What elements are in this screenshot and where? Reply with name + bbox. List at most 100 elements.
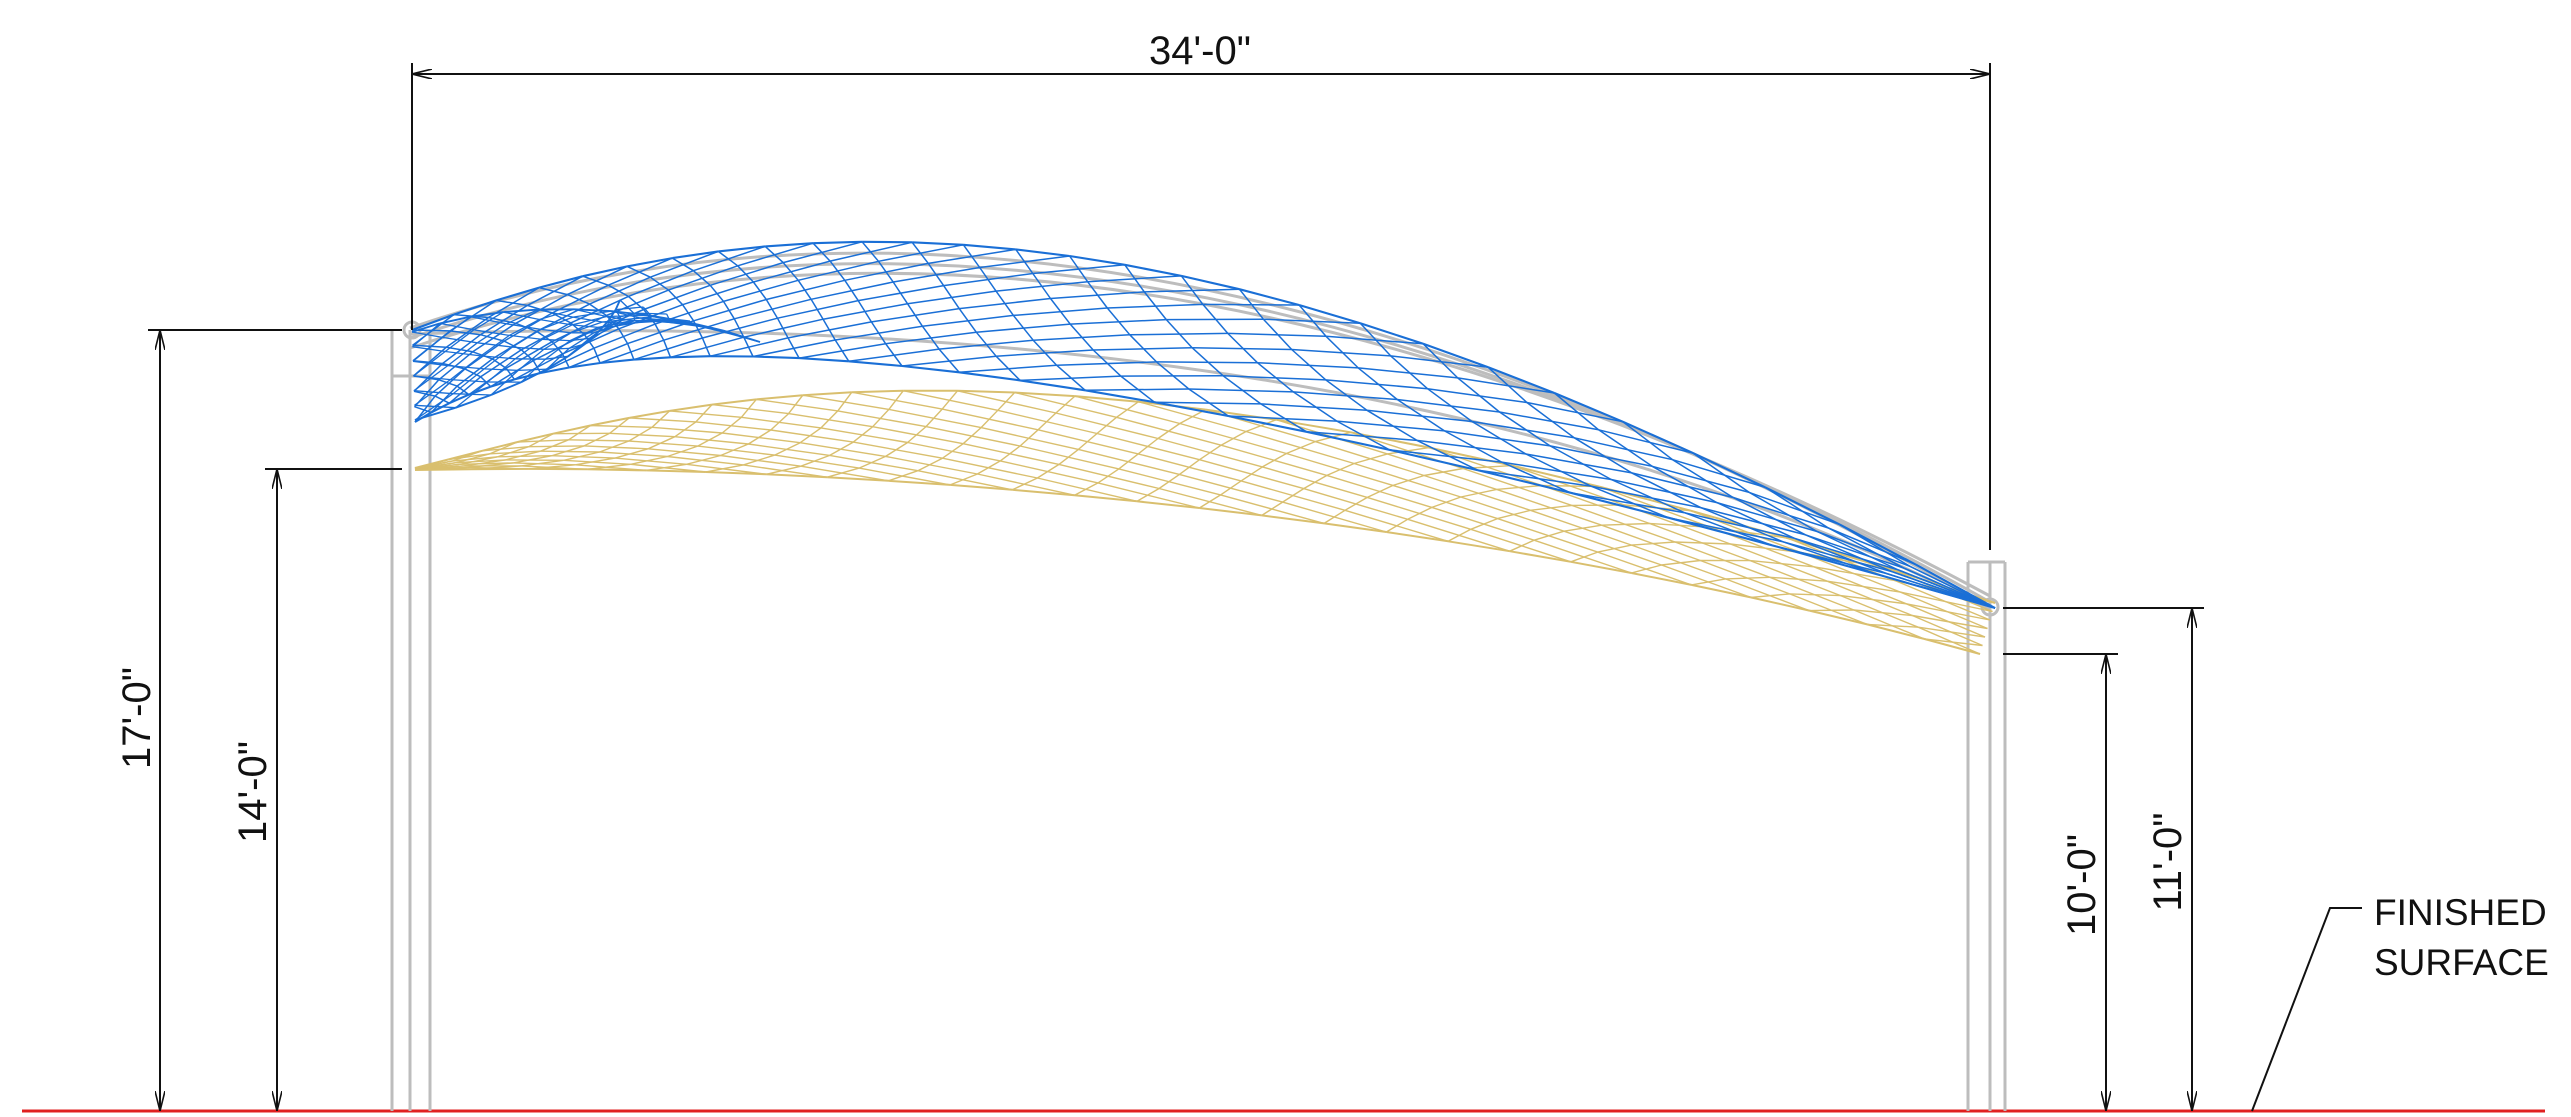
mesh-strand <box>1015 248 1070 258</box>
mesh-strand <box>1306 430 1390 451</box>
mesh-strand <box>608 312 634 321</box>
mesh-strand <box>490 378 515 388</box>
mesh-strand <box>941 390 959 410</box>
mesh-strand <box>1840 594 1919 628</box>
mesh-strand <box>682 281 754 306</box>
mesh-strand <box>1444 430 1551 447</box>
mesh-strand <box>885 441 908 457</box>
mesh-strand <box>505 450 541 461</box>
mesh-strand <box>1390 355 1488 368</box>
mesh-strand <box>1260 403 1307 433</box>
mesh-strand <box>412 359 443 365</box>
mesh-strand <box>414 406 456 421</box>
mesh-strand <box>633 312 667 315</box>
mesh-strand <box>858 284 944 302</box>
mesh-strand <box>997 392 1016 411</box>
mesh-strand <box>1220 430 1247 446</box>
mesh-strand <box>610 310 649 317</box>
mesh-strand <box>1158 473 1180 490</box>
mesh-strand <box>1116 401 1139 418</box>
mesh-strand <box>412 344 447 348</box>
mesh-strand <box>1533 539 1632 574</box>
mesh-strand <box>643 284 711 311</box>
mesh-strand <box>1460 488 1497 498</box>
mesh-strand <box>1652 465 1750 494</box>
mesh-strand <box>445 316 489 348</box>
mesh-strand <box>497 446 529 458</box>
mesh-strand <box>959 364 1057 374</box>
mesh-strand <box>455 394 492 409</box>
mesh-strand <box>1227 332 1327 338</box>
mesh-strand <box>413 350 446 377</box>
mesh-strand <box>1800 551 1901 593</box>
mesh-strand <box>481 441 518 452</box>
mesh-strand <box>1631 472 1702 509</box>
mesh-strand <box>1750 559 1814 568</box>
mesh-strand <box>802 394 890 411</box>
mesh-strand <box>885 331 977 345</box>
mesh-strand <box>1137 437 1159 455</box>
mesh-strand <box>1014 391 1075 398</box>
mesh-strand <box>473 329 510 337</box>
mesh-strand <box>753 260 831 283</box>
mesh-strand <box>1157 422 1181 440</box>
mesh-strand <box>1431 496 1462 509</box>
mesh-strand <box>573 308 612 313</box>
mesh-strand <box>411 322 441 333</box>
mesh-strand <box>480 334 510 357</box>
mesh-strand <box>609 417 630 434</box>
mesh-strand <box>546 347 570 370</box>
mesh-strand <box>1306 431 1418 442</box>
mesh-strand <box>963 243 1016 251</box>
mesh-strand <box>1097 482 1200 509</box>
mesh-strand <box>1570 551 1598 563</box>
mesh-strand <box>783 241 863 264</box>
mesh-strand <box>1853 609 1913 617</box>
span-dimension-text: 34'-0" <box>1149 29 1251 73</box>
mesh-strand <box>907 426 927 444</box>
mesh-strand <box>543 332 572 350</box>
mesh-strand <box>1262 452 1287 468</box>
mesh-strand <box>572 310 612 318</box>
mesh-strand <box>977 460 1001 475</box>
mesh-strand <box>452 368 485 395</box>
mesh-strand <box>799 427 822 444</box>
mesh-strand <box>1732 496 1829 529</box>
mesh-strand <box>996 349 1094 357</box>
mesh-strand <box>1730 543 1828 582</box>
mesh-strand <box>1223 375 1326 381</box>
mesh-strand <box>858 467 951 486</box>
mesh-strand <box>697 432 723 447</box>
mesh-strand <box>1199 494 1221 509</box>
mesh-strand <box>1816 530 1899 571</box>
mesh-strand <box>705 464 744 473</box>
mesh-strand <box>621 315 652 322</box>
mesh-strand <box>872 426 964 445</box>
mesh-strand <box>848 360 903 368</box>
mesh-strand <box>414 393 454 421</box>
mesh-strand <box>1093 346 1193 351</box>
mesh-strand <box>552 424 591 435</box>
mesh-strand <box>1915 563 1996 609</box>
mesh-strand <box>1912 614 1988 630</box>
mesh-strand <box>513 462 576 466</box>
mesh-strand <box>628 440 698 447</box>
mesh-strand <box>1725 576 1770 580</box>
mesh-strand <box>1668 516 1772 547</box>
mesh-strand <box>888 390 904 410</box>
mesh-strand <box>1610 478 1685 514</box>
mesh-strand <box>651 410 671 428</box>
mesh-strand <box>1457 377 1500 413</box>
mesh-strand <box>1813 566 1907 605</box>
mesh-strand <box>810 281 894 301</box>
mesh-strand <box>608 309 617 321</box>
mesh-strand <box>1012 488 1075 497</box>
mesh-strand <box>608 257 673 286</box>
mesh-strand <box>871 307 960 323</box>
mesh-strand <box>1692 452 1750 494</box>
mesh-strand <box>545 340 571 360</box>
mesh-strand <box>467 462 514 469</box>
mesh-strand <box>570 321 603 334</box>
mesh-strand <box>414 468 472 471</box>
mesh-strand <box>490 381 522 396</box>
